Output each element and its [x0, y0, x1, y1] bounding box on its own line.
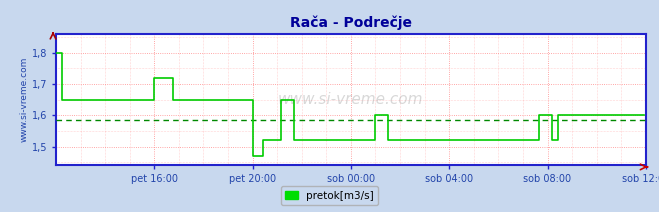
Title: Rača - Podrečje: Rača - Podrečje	[290, 15, 412, 30]
Legend: pretok[m3/s]: pretok[m3/s]	[281, 186, 378, 205]
Y-axis label: www.si-vreme.com: www.si-vreme.com	[20, 57, 29, 142]
Text: www.si-vreme.com: www.si-vreme.com	[278, 92, 424, 107]
